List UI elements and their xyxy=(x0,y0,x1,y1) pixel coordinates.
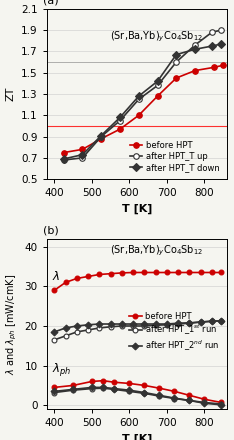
Text: (a): (a) xyxy=(43,0,59,5)
Line: before HPT: before HPT xyxy=(52,270,224,293)
after HPT_1st run xyxy=(143,323,146,329)
Text: (Sr,Ba,Yb)$_y$Co$_4$Sb$_{12}$: (Sr,Ba,Yb)$_y$Co$_4$Sb$_{12}$ xyxy=(110,244,203,258)
after HPT_1st run xyxy=(211,319,213,324)
after HPT_T up xyxy=(62,158,65,163)
before HPT xyxy=(212,65,215,70)
after HPT_2nd run xyxy=(132,321,135,326)
before HPT xyxy=(188,270,191,275)
after HPT_1st run xyxy=(154,323,157,328)
before HPT xyxy=(175,75,178,81)
X-axis label: T [K]: T [K] xyxy=(122,434,152,440)
after HPT_2nd run xyxy=(154,321,157,326)
before HPT xyxy=(75,276,78,281)
Text: (Sr,Ba,Yb)$_y$Co$_4$Sb$_{12}$: (Sr,Ba,Yb)$_y$Co$_4$Sb$_{12}$ xyxy=(110,29,203,44)
before HPT xyxy=(143,270,146,275)
after HPT_T down xyxy=(194,47,197,52)
before HPT xyxy=(53,288,56,293)
before HPT xyxy=(154,270,157,275)
after HPT_1st run xyxy=(87,327,89,333)
after HPT_2nd run xyxy=(211,319,213,324)
after HPT_T down xyxy=(100,133,103,138)
Line: after HPT_1st run: after HPT_1st run xyxy=(52,319,224,342)
before HPT xyxy=(199,270,202,275)
Line: after HPT_2nd run: after HPT_2nd run xyxy=(52,319,224,334)
after HPT_1st run xyxy=(177,321,179,326)
Legend: before HPT, after HPT_1$^{st}$ run, after HPT_2$^{nd}$ run: before HPT, after HPT_1$^{st}$ run, afte… xyxy=(126,309,223,356)
before HPT xyxy=(87,274,89,279)
after HPT_T up xyxy=(156,83,159,88)
before HPT xyxy=(121,270,123,275)
Y-axis label: $\lambda$ and $\lambda_{ph}$ [mW/cmK]: $\lambda$ and $\lambda_{ph}$ [mW/cmK] xyxy=(5,274,19,374)
after HPT_T down xyxy=(156,79,159,84)
after HPT_T up xyxy=(81,155,84,161)
after HPT_1st run xyxy=(98,325,101,330)
Text: $\lambda_{ph}$: $\lambda_{ph}$ xyxy=(52,361,72,378)
after HPT_T down xyxy=(211,44,213,49)
after HPT_T down xyxy=(137,93,140,99)
after HPT_2nd run xyxy=(220,318,223,323)
after HPT_1st run xyxy=(165,322,168,327)
after HPT_T up xyxy=(137,97,140,102)
Line: after HPT_T down: after HPT_T down xyxy=(61,41,224,162)
after HPT_T down xyxy=(175,52,178,57)
after HPT_1st run xyxy=(132,323,135,329)
after HPT_T down xyxy=(119,115,121,120)
Text: (b): (b) xyxy=(43,225,59,235)
Line: after HPT_T up: after HPT_T up xyxy=(61,27,224,163)
after HPT_1st run xyxy=(188,321,191,326)
after HPT_1st run xyxy=(199,319,202,325)
after HPT_2nd run xyxy=(64,325,67,330)
before HPT xyxy=(119,126,121,132)
before HPT xyxy=(165,270,168,275)
after HPT_1st run xyxy=(64,333,67,338)
before HPT xyxy=(62,150,65,155)
after HPT_T down xyxy=(220,41,223,47)
after HPT_1st run xyxy=(220,318,223,323)
Legend: before HPT, after HPT_T up, after HPT_T down: before HPT, after HPT_T up, after HPT_T … xyxy=(127,138,223,175)
after HPT_2nd run xyxy=(109,321,112,326)
before HPT xyxy=(100,136,103,141)
after HPT_T up xyxy=(100,134,103,139)
after HPT_T up xyxy=(175,59,178,65)
after HPT_2nd run xyxy=(53,329,56,334)
after HPT_T up xyxy=(211,29,213,35)
after HPT_2nd run xyxy=(188,320,191,326)
Text: $\lambda$: $\lambda$ xyxy=(52,270,60,283)
before HPT xyxy=(81,147,84,152)
after HPT_1st run xyxy=(53,337,56,342)
before HPT xyxy=(109,271,112,276)
X-axis label: T [K]: T [K] xyxy=(122,204,152,214)
after HPT_2nd run xyxy=(121,321,123,326)
after HPT_2nd run xyxy=(75,323,78,329)
before HPT xyxy=(137,113,140,118)
after HPT_T up xyxy=(194,42,197,48)
before HPT xyxy=(220,270,223,275)
after HPT_1st run xyxy=(109,324,112,330)
before HPT xyxy=(194,68,197,73)
after HPT_T up xyxy=(119,118,121,123)
after HPT_1st run xyxy=(75,329,78,334)
Line: before HPT: before HPT xyxy=(61,62,226,155)
before HPT xyxy=(132,270,135,275)
after HPT_1st run xyxy=(121,323,123,329)
after HPT_2nd run xyxy=(199,319,202,325)
before HPT xyxy=(98,272,101,277)
after HPT_2nd run xyxy=(165,321,168,326)
after HPT_T up xyxy=(220,27,223,33)
after HPT_2nd run xyxy=(87,322,89,327)
before HPT xyxy=(222,62,225,68)
after HPT_2nd run xyxy=(143,321,146,326)
Y-axis label: ZT: ZT xyxy=(6,87,16,101)
before HPT xyxy=(156,93,159,99)
before HPT xyxy=(177,270,179,275)
before HPT xyxy=(64,280,67,285)
after HPT_T down xyxy=(62,156,65,161)
after HPT_T down xyxy=(81,152,84,158)
after HPT_2nd run xyxy=(98,321,101,326)
before HPT xyxy=(211,270,213,275)
after HPT_2nd run xyxy=(177,321,179,326)
